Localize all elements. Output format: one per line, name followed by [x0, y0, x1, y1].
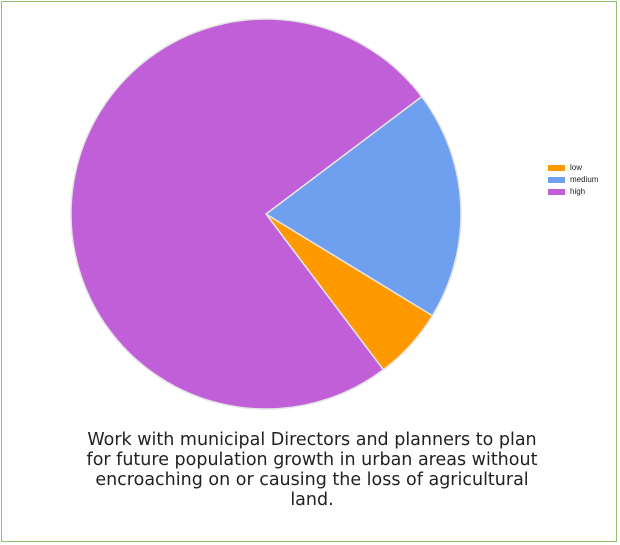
legend-label-medium: medium: [570, 175, 599, 184]
pie-slice-medium[interactable]: [264, 95, 462, 317]
legend-swatch-high: [548, 188, 565, 195]
pie-chart: [70, 18, 462, 410]
caption-text: Work with municipal Directors and planne…: [86, 430, 538, 510]
legend-swatch-medium: [548, 176, 565, 183]
legend-swatch-low: [548, 164, 565, 171]
legend-item-high[interactable]: high: [548, 186, 598, 197]
legend-label-low: low: [570, 163, 583, 172]
chart-legend: low medium high: [548, 162, 598, 198]
legend-label-high: high: [570, 187, 586, 196]
pie-slice-high[interactable]: [70, 18, 423, 410]
legend-item-low[interactable]: low: [548, 162, 598, 173]
legend-item-medium[interactable]: medium: [548, 174, 598, 185]
